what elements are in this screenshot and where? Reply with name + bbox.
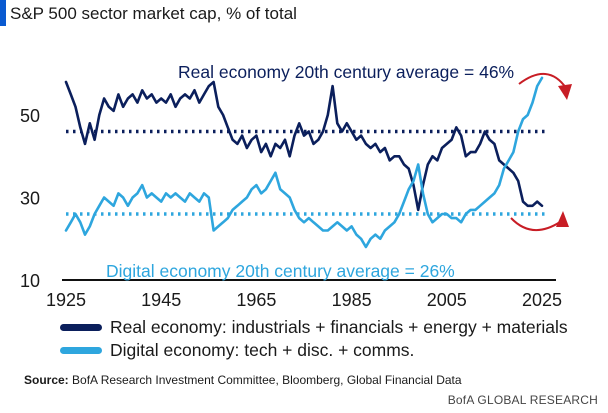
x-tick-label: 2025 xyxy=(522,290,562,310)
y-tick-label: 50 xyxy=(20,106,40,126)
reference-label-digital: Digital economy 20th century average = 2… xyxy=(106,261,455,281)
reference-label-real: Real economy 20th century average = 46% xyxy=(178,62,514,82)
legend-label-real: Real economy: industrials + financials +… xyxy=(110,317,568,337)
legend-item-digital: Digital economy: tech + disc. + comms. xyxy=(60,339,568,362)
series-line-real xyxy=(64,80,544,212)
footer-brand: BofA GLOBAL RESEARCH xyxy=(447,393,598,407)
source-note: Source: BofA Research Investment Committ… xyxy=(24,373,462,387)
annotation-arrowhead-up xyxy=(556,211,569,227)
x-tick-label: 1945 xyxy=(141,290,181,310)
x-tick-label: 2005 xyxy=(427,290,467,310)
chart-title: S&P 500 sector market cap, % of total xyxy=(10,4,297,23)
annotation-arrowhead-down xyxy=(558,84,572,100)
source-text: BofA Research Investment Committee, Bloo… xyxy=(72,373,462,387)
chart-area: 50 30 10 1925 1945 1965 1985 2005 2025 Real econo… xyxy=(20,62,572,310)
title-accent-bar xyxy=(0,0,6,26)
annotation-arrow-up xyxy=(510,217,561,231)
annotation-arrow-down xyxy=(518,73,567,89)
y-tick-label: 10 xyxy=(20,271,40,291)
series-line-digital xyxy=(64,76,544,249)
source-prefix: Source: xyxy=(24,373,69,387)
legend: Real economy: industrials + financials +… xyxy=(60,316,568,362)
legend-item-real: Real economy: industrials + financials +… xyxy=(60,316,568,339)
legend-swatch-real xyxy=(60,324,102,331)
legend-label-digital: Digital economy: tech + disc. + comms. xyxy=(110,340,415,360)
x-tick-label: 1965 xyxy=(236,290,276,310)
y-tick-label: 30 xyxy=(20,189,40,209)
x-tick-label: 1925 xyxy=(46,290,86,310)
legend-swatch-digital xyxy=(60,347,102,354)
x-tick-label: 1985 xyxy=(332,290,372,310)
